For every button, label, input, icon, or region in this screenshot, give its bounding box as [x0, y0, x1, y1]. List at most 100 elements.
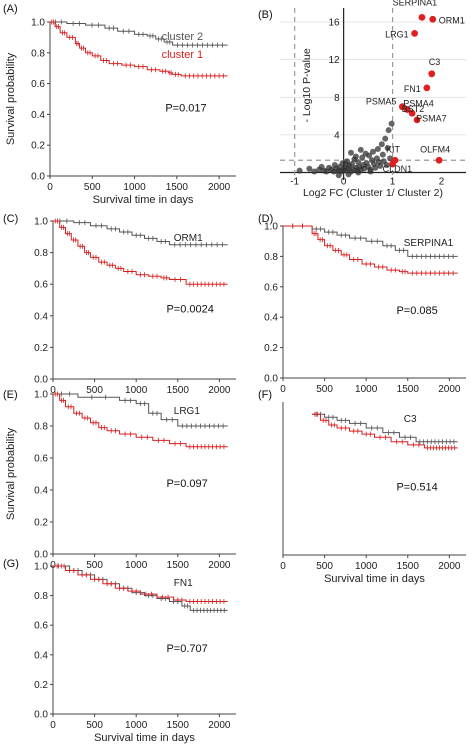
- y-tick-label: 0.2: [34, 518, 48, 529]
- x-tick-label: 500: [86, 385, 103, 396]
- km-curve-2: [312, 413, 458, 449]
- y-tick-label: 1.0: [34, 217, 48, 228]
- panel-g: (G) 0.0 0.2 0.4 0.6 0.8 1.0 0 500 1000 1500 2000 FN1…: [3, 558, 236, 744]
- point-label: PSMA4: [403, 99, 434, 109]
- data-point: [370, 148, 376, 155]
- data-point: [311, 168, 318, 175]
- panel-label: (G): [3, 558, 19, 570]
- x-tick-label: 1500: [397, 561, 420, 572]
- y-tick-label: 0.0: [31, 172, 45, 183]
- data-point: [387, 155, 394, 162]
- km-curve-1: [53, 393, 228, 427]
- y-axis-label: - Log10 P-value: [301, 48, 313, 122]
- point-label: FN1: [404, 84, 421, 94]
- x-tick-label: 500: [316, 561, 333, 572]
- data-point: [296, 167, 303, 174]
- km-curve-2: [283, 225, 458, 274]
- x-tick-label: 500: [84, 182, 101, 193]
- p-value: P=0.017: [165, 102, 206, 114]
- highlight-point: [429, 15, 437, 23]
- series-label: cluster 1: [162, 49, 204, 61]
- y-tick-label: 0.0: [34, 710, 48, 721]
- highlight-point: [418, 13, 426, 21]
- highlight-point: [408, 109, 416, 117]
- y-tick-label: 1.0: [34, 390, 48, 401]
- highlight-point: [435, 156, 443, 164]
- y-tick-label: 0.0: [34, 550, 48, 561]
- gene-label: LRG1: [174, 406, 201, 417]
- data-point: [352, 153, 359, 160]
- gene-label: SERPINA1: [404, 238, 454, 249]
- x-axis-label: Survival time in days: [94, 732, 195, 744]
- x-tick-label: 0: [341, 176, 347, 187]
- data-point: [355, 159, 362, 166]
- km-curve-1: [312, 413, 458, 443]
- y-tick-label: 1.0: [34, 562, 48, 573]
- data-point: [379, 151, 386, 158]
- panel-label: (F): [258, 389, 272, 401]
- panel-label: (E): [3, 389, 18, 401]
- data-point: [377, 162, 384, 169]
- data-point: [343, 161, 350, 168]
- panel-label: (B): [258, 9, 273, 21]
- p-value: P=0.0024: [166, 304, 213, 316]
- x-axis-label: Survival time in days: [324, 573, 425, 585]
- km-curve-1: [53, 220, 228, 246]
- figure-panels: (A)0.00.20.40.60.81.00 500 1000 1500 2000clu…: [3, 0, 466, 744]
- y-tick-label: 0.2: [31, 141, 45, 152]
- x-tick-label: 1: [390, 176, 396, 187]
- panel-a: (A) 0.0 0.2 0.4 0.6 0.8 1.0 0 500 1000 1500 2000 clu…: [3, 3, 236, 206]
- x-tick-label: 2000: [438, 561, 461, 572]
- point-label: BST2: [402, 104, 425, 114]
- data-point: [335, 172, 342, 179]
- y-tick-label: 0.0: [34, 375, 48, 386]
- y-tick-label: 0.4: [34, 486, 48, 497]
- y-axis-label: Survival probability: [5, 52, 17, 145]
- data-point: [372, 164, 379, 171]
- x-tick-label: 2000: [208, 385, 231, 396]
- y-tick-label: 0.4: [264, 313, 278, 324]
- x-tick-label: 2: [439, 176, 445, 187]
- point-label: PSMA7: [416, 113, 447, 123]
- x-tick-label: 0: [47, 182, 53, 193]
- x-tick-label: 1500: [166, 182, 189, 193]
- y-tick-label: 12: [329, 55, 341, 66]
- panel-d: (D) 0.0 0.2 0.4 0.6 0.8 1.0 0 500 1000 1500 2000 SER…: [258, 213, 466, 395]
- x-tick-label: 1000: [125, 720, 148, 731]
- x-tick-label: 1000: [123, 182, 146, 193]
- y-tick-label: 0.6: [264, 282, 278, 293]
- p-value: P=0.097: [166, 478, 207, 490]
- y-tick-label: 0.8: [34, 248, 48, 259]
- data-point: [384, 145, 391, 152]
- km-curve-2: [53, 220, 228, 285]
- gene-label: ORM1: [174, 233, 203, 244]
- p-value: P=0.514: [396, 482, 437, 494]
- x-axis-label: Survival time in days: [93, 194, 194, 206]
- x-tick-label: 1500: [397, 384, 420, 395]
- data-point: [388, 120, 395, 127]
- highlight-point: [403, 106, 411, 113]
- data-point: [382, 135, 389, 142]
- point-label: LRG1: [385, 29, 409, 39]
- y-tick-label: 16: [329, 18, 341, 29]
- km-curve-2: [50, 21, 228, 77]
- x-tick-label: 0: [280, 561, 286, 572]
- y-tick-label: 8: [334, 93, 340, 104]
- data-point: [306, 165, 313, 172]
- data-point: [357, 146, 364, 153]
- y-tick-label: 1.0: [31, 18, 45, 29]
- data-point: [347, 149, 354, 156]
- x-tick-label: -1: [290, 176, 299, 187]
- y-tick-label: 0.4: [34, 311, 48, 322]
- x-tick-label: 1000: [125, 385, 148, 396]
- panel-c: (C) 0.0 0.2 0.4 0.6 0.8 1.0 0 500 1000 1500 2000 ORM…: [3, 213, 236, 396]
- km-curve-1: [50, 21, 228, 46]
- y-tick-label: 0.8: [31, 48, 45, 59]
- y-tick-label: 0.6: [34, 454, 48, 465]
- y-tick-label: 0.4: [34, 650, 48, 661]
- x-tick-label: 2000: [208, 182, 231, 193]
- data-point: [366, 152, 373, 159]
- km-curve-1: [283, 225, 458, 257]
